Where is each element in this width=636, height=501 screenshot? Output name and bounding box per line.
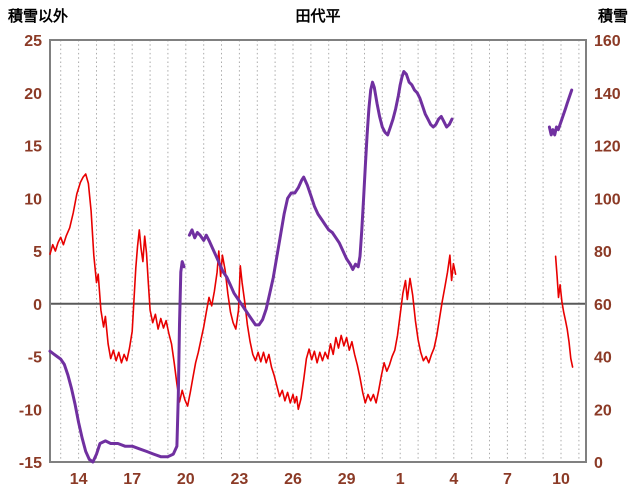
temperature-line — [554, 255, 574, 368]
left-axis-tick-label: 20 — [24, 86, 42, 103]
right-axis-tick-label: 60 — [594, 297, 612, 314]
x-axis-tick-label: 29 — [338, 471, 356, 488]
right-axis-tick-label: 160 — [594, 33, 621, 50]
left-axis-tick-label: 0 — [33, 297, 42, 314]
x-axis-tick-label: 4 — [449, 471, 458, 488]
x-axis-tick-label: 7 — [503, 471, 512, 488]
chart-title: 田代平 — [295, 8, 341, 25]
left-axis-title: 積雪以外 — [8, 8, 69, 25]
temperature-line — [49, 173, 457, 411]
x-axis-tick-label: 26 — [284, 471, 302, 488]
snow-depth-line — [547, 88, 574, 137]
x-axis-tick-label: 23 — [231, 471, 249, 488]
right-axis-tick-label: 20 — [594, 402, 612, 419]
right-axis-tick-label: 120 — [594, 139, 621, 156]
x-axis-tick-label: 1 — [396, 471, 405, 488]
left-axis-tick-label: -15 — [19, 455, 42, 472]
left-axis-tick-label: 25 — [24, 33, 42, 50]
right-axis-tick-label: 140 — [594, 86, 621, 103]
plot-border — [49, 39, 587, 463]
right-axis-title: 積雪 — [597, 8, 628, 25]
left-axis-tick-label: 15 — [24, 139, 42, 156]
right-axis-tick-label: 0 — [594, 455, 603, 472]
right-axis-tick-label: 100 — [594, 191, 621, 208]
left-axis-tick-label: -5 — [28, 350, 42, 367]
x-axis-tick-label: 20 — [177, 471, 195, 488]
x-axis-tick-label: 10 — [552, 471, 570, 488]
right-axis-tick-label: 40 — [594, 350, 612, 367]
x-axis-tick-label: 17 — [123, 471, 141, 488]
left-axis-tick-label: 10 — [24, 191, 42, 208]
snow-depth-line — [48, 260, 186, 464]
snow-depth-line — [187, 70, 454, 327]
left-axis-tick-label: 5 — [33, 244, 42, 261]
right-axis-tick-label: 80 — [594, 244, 612, 261]
left-axis-tick-label: -10 — [19, 402, 42, 419]
x-axis-tick-label: 14 — [70, 471, 88, 488]
